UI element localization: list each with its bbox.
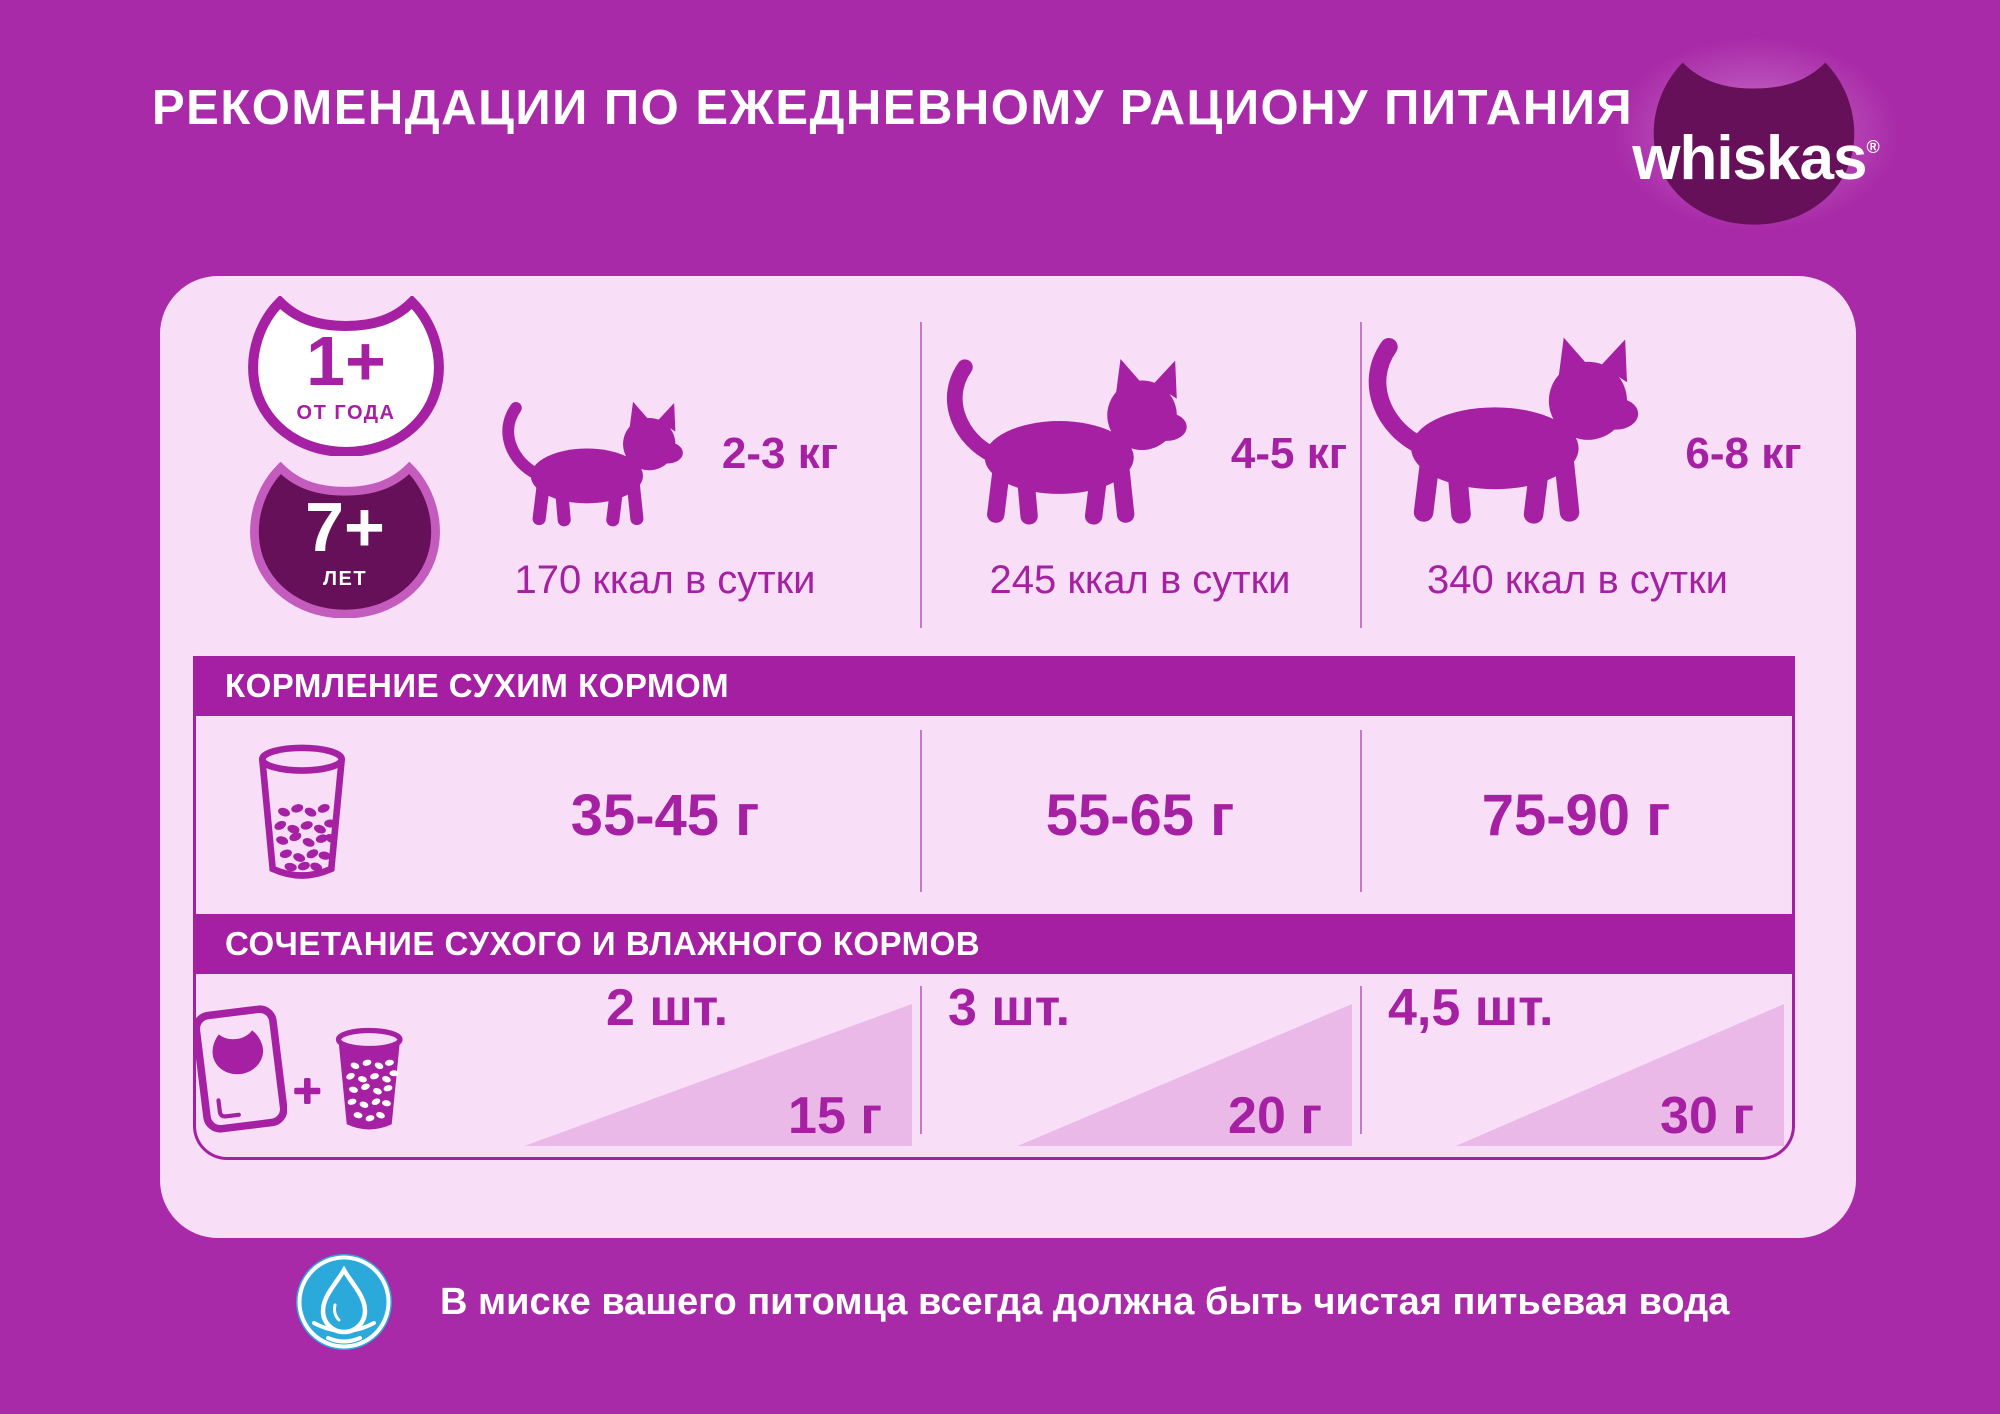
wet-pouches-count: 3 шт. <box>948 979 1071 1037</box>
mixed-portion-small: 2 шт. 15 г <box>410 974 920 1160</box>
water-note-text: В миске вашего питомца всегда должна быт… <box>440 1280 1730 1323</box>
kcal-label: 340 ккал в сутки <box>1427 558 1728 602</box>
wet-food-pouch-icon <box>193 1005 287 1133</box>
cell-divider <box>920 986 922 1134</box>
cat-row: 2-3 кг <box>410 316 920 532</box>
page-title: РЕКОМЕНДАЦИИ ПО ЕЖЕДНЕВНОМУ РАЦИОНУ ПИТА… <box>152 81 1634 135</box>
age-badge-label: ОТ ГОДА <box>296 402 396 424</box>
dry-feeding-header-text: КОРМЛЕНИЕ СУХИМ КОРМОМ <box>225 667 730 704</box>
brand-name: whiskas <box>1632 124 1867 193</box>
age-badge-1plus: 1+ ОТ ГОДА <box>246 296 446 456</box>
age-badge-7plus: 7+ ЛЕТ <box>246 462 444 618</box>
age-badge-label: ЛЕТ <box>322 568 368 590</box>
brand-wordmark: whiskas® <box>1598 116 1914 190</box>
plus-icon <box>294 1077 321 1105</box>
column-divider <box>920 322 922 628</box>
weight-label: 2-3 кг <box>721 429 839 478</box>
weight-group-small: 2-3 кг 170 ккал в сутки <box>410 316 920 603</box>
mixed-feeding-header-text: СОЧЕТАНИЕ СУХОГО И ВЛАЖНОГО КОРМОВ <box>225 925 981 962</box>
cat-silhouette-icon <box>1377 337 1639 525</box>
registered-mark: ® <box>1866 137 1880 157</box>
cat-row: 6-8 кг <box>1360 316 1802 532</box>
water-note: В миске вашего питомца всегда должна быт… <box>292 1250 1729 1354</box>
mixed-feeding-row: 2 шт. 15 г 3 шт. 20 г 4,5 шт. 30 г <box>193 974 1795 1160</box>
dry-supplement-amount: 15 г <box>788 1087 882 1145</box>
cell-divider <box>1360 730 1362 892</box>
weight-label: 4-5 кг <box>1230 429 1348 478</box>
dry-food-cell <box>193 716 410 914</box>
wet-pouches-count: 2 шт. <box>606 979 729 1037</box>
dry-supplement-amount: 30 г <box>1660 1087 1754 1145</box>
whiskas-logo: whiskas® <box>1558 0 1954 268</box>
recommendations-panel: 1+ ОТ ГОДА 7+ ЛЕТ 2-3 кг 170 ккал в сутк… <box>160 276 1856 1238</box>
cell-divider <box>1360 986 1362 1134</box>
water-drop-icon <box>296 1254 392 1350</box>
cat-silhouette-icon <box>954 358 1187 526</box>
dry-amount-small: 35-45 г <box>570 782 760 848</box>
mixed-feeding-header: СОЧЕТАНИЕ СУХОГО И ВЛАЖНОГО КОРМОВ <box>193 914 1795 974</box>
age-badge-value: 1+ <box>306 322 386 400</box>
kibble-cup-icon <box>258 744 345 879</box>
kibble-cup-filled-icon <box>335 1027 403 1130</box>
dry-feeding-header: КОРМЛЕНИЕ СУХИМ КОРМОМ <box>193 656 1795 716</box>
kcal-label: 170 ккал в сутки <box>514 558 816 602</box>
age-badge-value: 7+ <box>305 488 385 566</box>
mixed-portion-medium: 3 шт. 20 г <box>920 974 1360 1160</box>
cat-silhouette-icon <box>508 401 683 528</box>
cat-row: 4-5 кг <box>920 316 1360 532</box>
dry-amount-large: 75-90 г <box>1481 782 1671 848</box>
column-divider <box>1360 322 1362 628</box>
weight-label: 6-8 кг <box>1685 429 1802 478</box>
mixed-portion-large: 4,5 шт. 30 г <box>1360 974 1792 1160</box>
dry-feeding-row: 35-45 г 55-65 г 75-90 г <box>193 716 1795 914</box>
wet-pouches-count: 4,5 шт. <box>1388 979 1554 1037</box>
dry-amount-medium: 55-65 г <box>1045 782 1235 848</box>
weight-group-medium: 4-5 кг 245 ккал в сутки <box>920 316 1360 603</box>
weight-group-large: 6-8 кг 340 ккал в сутки <box>1360 316 1802 603</box>
kcal-label: 245 ккал в сутки <box>989 558 1291 602</box>
cell-divider <box>920 730 922 892</box>
mixed-food-cell <box>193 974 410 1160</box>
dry-supplement-amount: 20 г <box>1228 1087 1322 1145</box>
feeding-table: КОРМЛЕНИЕ СУХИМ КОРМОМ <box>193 656 1795 1160</box>
